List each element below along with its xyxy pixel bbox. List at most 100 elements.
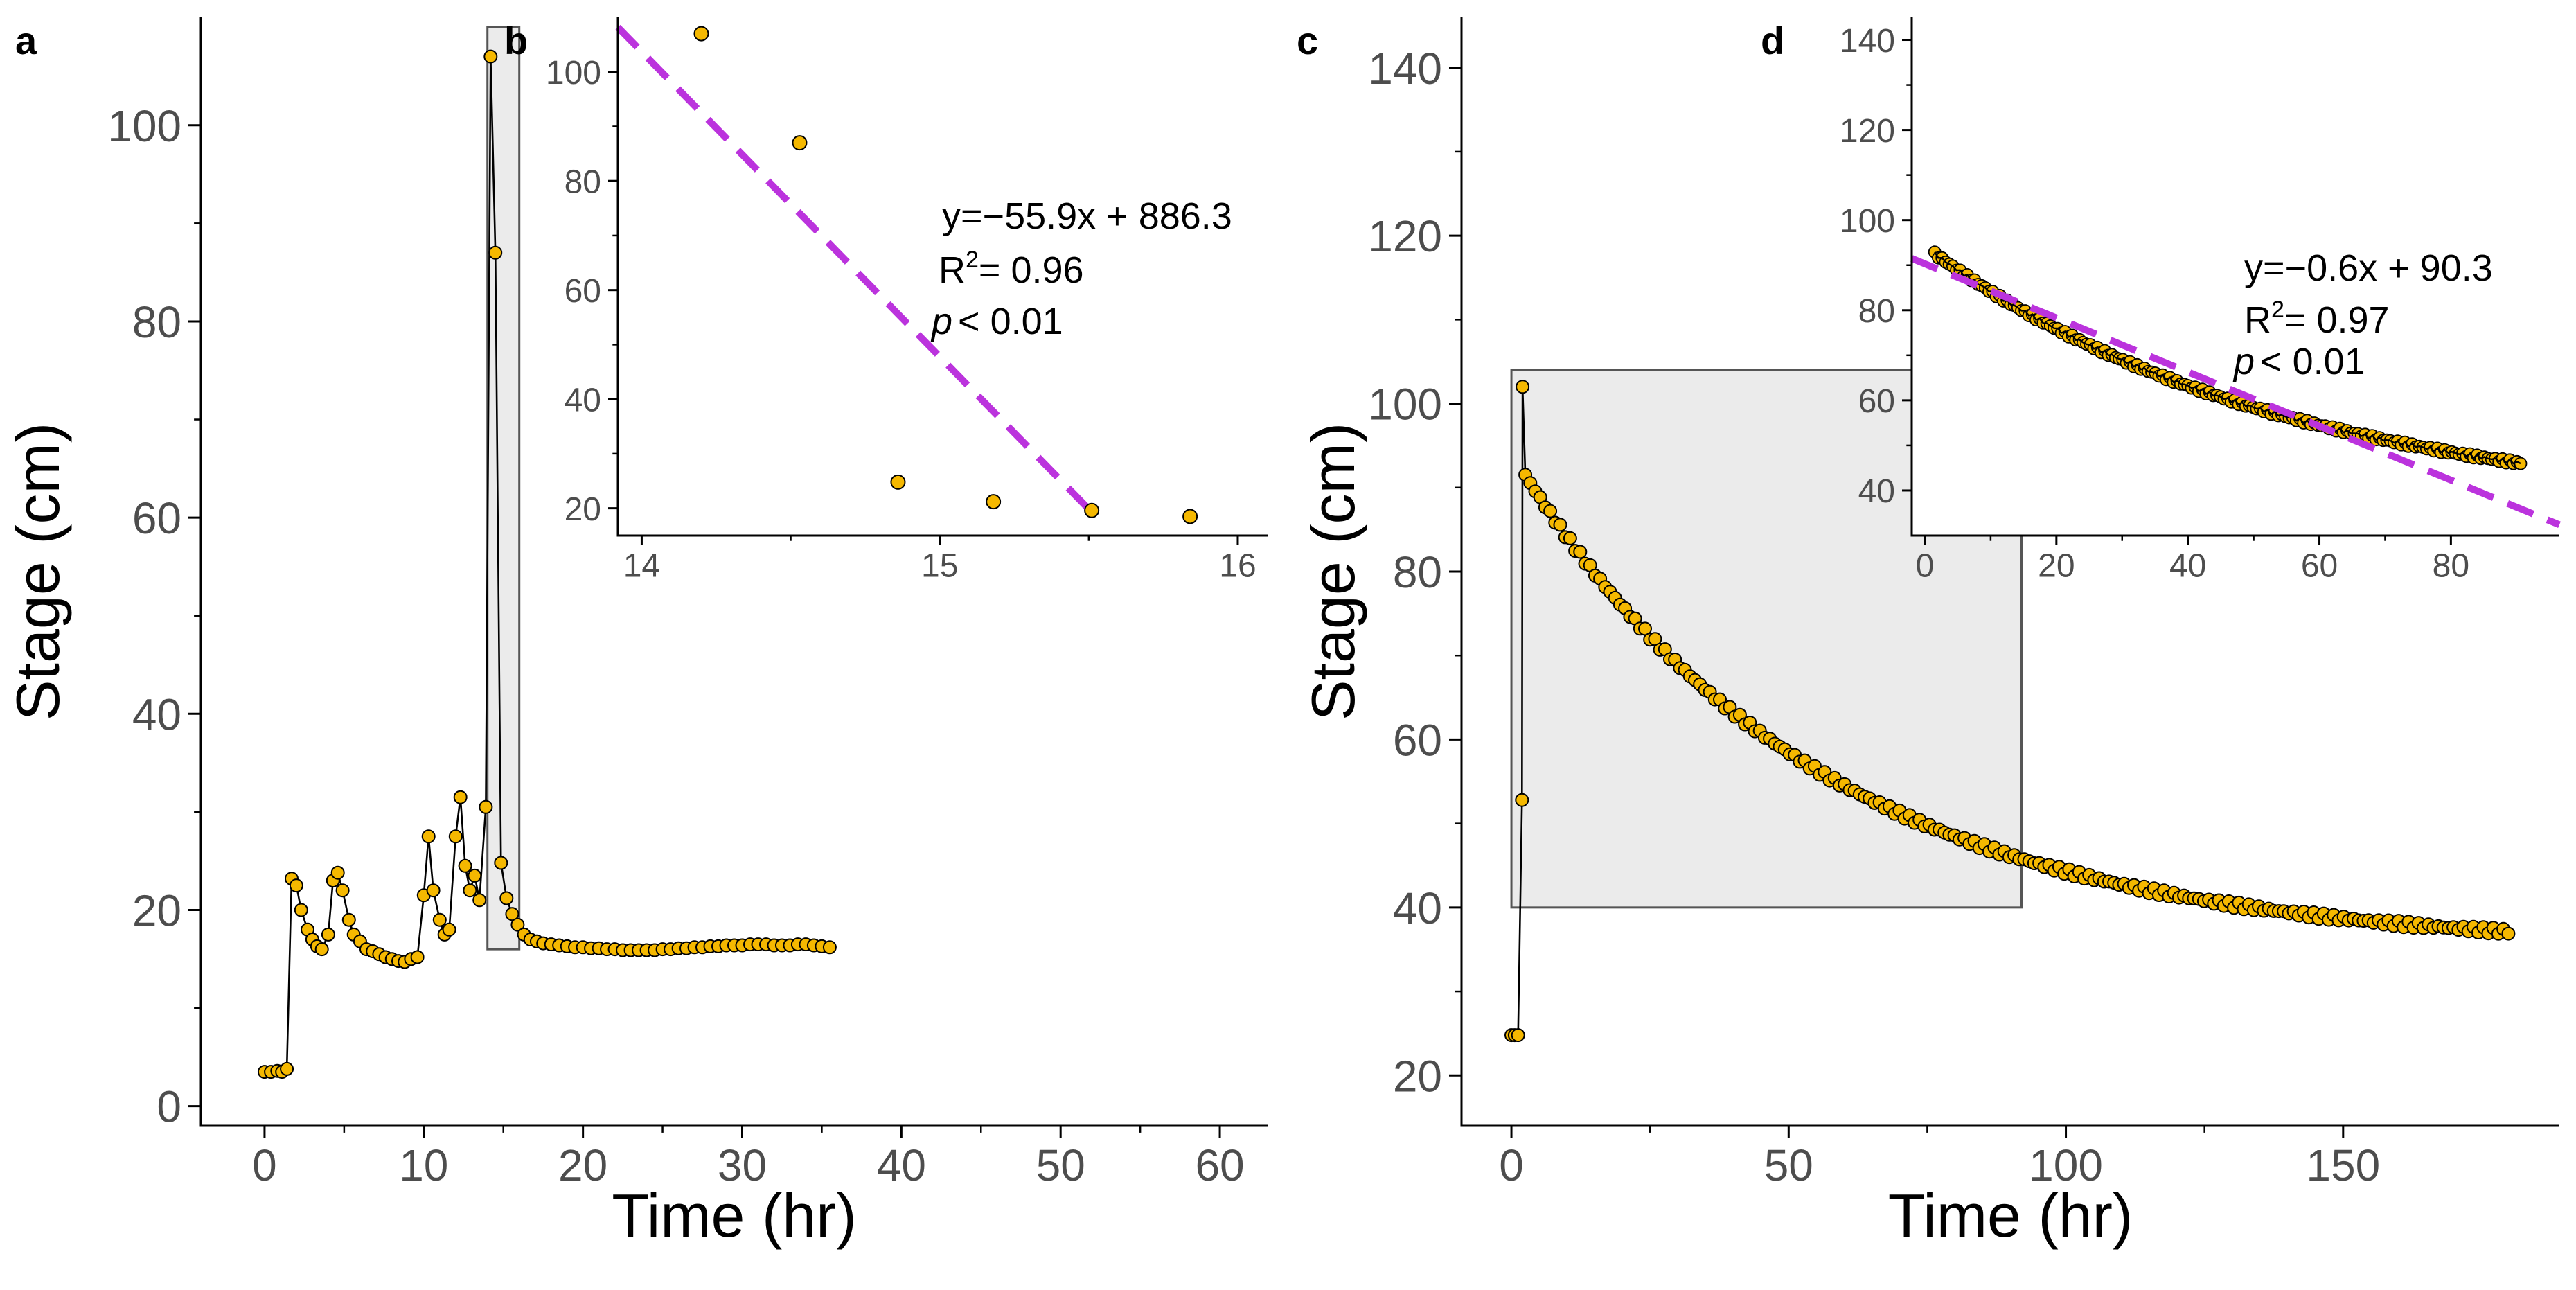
equation-b: y=−55.9x + 886.3 bbox=[942, 195, 1232, 237]
data-point bbox=[453, 790, 468, 804]
axes-b: 14 15 16 20 40 60 80 100 bbox=[546, 17, 1268, 585]
data-point bbox=[1516, 380, 1530, 394]
panel-tag-d: d bbox=[1761, 19, 1784, 62]
data-point bbox=[463, 883, 477, 898]
x-tick-label-d: 40 bbox=[2169, 548, 2206, 585]
x-tick-label-b: 14 bbox=[623, 548, 660, 585]
y-tick-label-c: 140 bbox=[1368, 44, 1442, 94]
data-point bbox=[294, 903, 308, 917]
fit-annotation-d: y=−0.6x + 90.3 R2= 0.97 p < 0.01 bbox=[2232, 247, 2493, 382]
equation-d: y=−0.6x + 90.3 bbox=[2244, 247, 2493, 289]
data-point bbox=[432, 912, 447, 927]
data-point bbox=[280, 1061, 294, 1076]
data-point bbox=[335, 883, 350, 898]
data-point bbox=[1553, 518, 1567, 532]
x-tick-label-d: 20 bbox=[2038, 548, 2075, 585]
data-point bbox=[792, 135, 808, 151]
x-tick-label-a: 10 bbox=[399, 1140, 448, 1190]
panel-tag-b: b bbox=[504, 19, 528, 62]
axes-a: 0 10 20 30 40 50 60 0 20 40 60 80 100 Time (hr) Stage … bbox=[3, 17, 1268, 1250]
y-tick-label-b: 20 bbox=[565, 491, 601, 528]
series-line-d bbox=[1934, 251, 2521, 465]
data-point bbox=[890, 474, 906, 490]
series-points-c bbox=[1504, 380, 2516, 1043]
y-tick-label-d: 140 bbox=[1840, 23, 1895, 60]
x-tick-label-a: 0 bbox=[252, 1140, 277, 1190]
series-points-a bbox=[257, 49, 837, 1079]
fit-line-d bbox=[1910, 255, 2561, 529]
data-point bbox=[693, 26, 709, 42]
y-axis-title-a: Stage (cm) bbox=[3, 423, 72, 721]
y-tick-label-d: 40 bbox=[1858, 473, 1895, 510]
data-point bbox=[341, 912, 356, 927]
data-point bbox=[410, 950, 425, 964]
y-tick-label-d: 60 bbox=[1858, 383, 1895, 420]
x-tick-label-a: 50 bbox=[1036, 1140, 1085, 1190]
axes-d: 0 20 40 60 80 40 60 80 100 120 140 bbox=[1840, 17, 2559, 585]
data-point bbox=[1543, 504, 1558, 518]
y-tick-label-a: 80 bbox=[132, 297, 181, 347]
data-point bbox=[472, 893, 487, 908]
data-point bbox=[479, 799, 493, 814]
x-tick-label-a: 40 bbox=[877, 1140, 926, 1190]
data-point bbox=[499, 891, 514, 905]
data-point bbox=[442, 922, 456, 937]
data-point bbox=[426, 883, 441, 898]
x-tick-label-d: 60 bbox=[2301, 548, 2338, 585]
data-point bbox=[510, 917, 525, 932]
x-tick-label-d: 80 bbox=[2433, 548, 2469, 585]
y-tick-label-c: 20 bbox=[1393, 1051, 1442, 1101]
y-tick-label-d: 100 bbox=[1840, 203, 1895, 240]
y-tick-label-b: 100 bbox=[546, 55, 601, 91]
panel-tag-a: a bbox=[15, 19, 37, 62]
p-value-d: p < 0.01 bbox=[2232, 341, 2365, 382]
x-tick-label-d: 0 bbox=[1916, 548, 1935, 585]
y-tick-label-a: 20 bbox=[132, 886, 181, 936]
y-tick-label-b: 80 bbox=[565, 164, 601, 200]
fit-line-b bbox=[615, 24, 1094, 515]
data-point bbox=[822, 940, 837, 955]
data-point bbox=[1182, 509, 1198, 524]
data-point bbox=[468, 868, 482, 883]
x-tick-label-b: 16 bbox=[1219, 548, 1256, 585]
data-point bbox=[458, 858, 472, 873]
series-points-b bbox=[693, 26, 1198, 524]
y-tick-label-d: 80 bbox=[1858, 293, 1895, 330]
y-tick-label-c: 120 bbox=[1368, 211, 1442, 261]
x-tick-label-c: 100 bbox=[2029, 1140, 2103, 1190]
x-axis-title-c: Time (hr) bbox=[1888, 1181, 2133, 1250]
inset-background-b bbox=[618, 17, 1268, 536]
series-layer bbox=[257, 17, 2561, 1079]
axes-c: 0 50 100 150 20 40 60 80 100 120 140 Time (hr) Stage… bbox=[1299, 17, 2559, 1250]
y-tick-label-c: 100 bbox=[1368, 380, 1442, 430]
y-tick-label-d: 120 bbox=[1840, 113, 1895, 150]
x-tick-label-a: 30 bbox=[718, 1140, 767, 1190]
data-point bbox=[986, 494, 1002, 510]
data-point bbox=[1511, 1028, 1525, 1043]
data-point bbox=[494, 856, 508, 870]
y-tick-label-b: 40 bbox=[565, 382, 601, 418]
data-point bbox=[488, 245, 503, 260]
x-tick-label-c: 150 bbox=[2306, 1140, 2380, 1190]
y-tick-label-a: 60 bbox=[132, 493, 181, 543]
x-tick-label-a: 20 bbox=[558, 1140, 607, 1190]
r-squared-b: R2= 0.96 bbox=[939, 247, 1084, 291]
panel-tags: a b c d bbox=[15, 19, 1784, 62]
y-tick-label-c: 40 bbox=[1393, 883, 1442, 933]
data-point bbox=[330, 865, 345, 880]
y-tick-label-b: 60 bbox=[565, 273, 601, 310]
data-point bbox=[1515, 793, 1529, 807]
data-point bbox=[2501, 926, 2516, 941]
data-point bbox=[314, 942, 329, 957]
x-tick-label-c: 0 bbox=[1499, 1140, 1524, 1190]
data-point bbox=[505, 907, 519, 921]
zoom-region-a bbox=[486, 26, 521, 951]
x-tick-label-b: 15 bbox=[921, 548, 958, 585]
x-axis-title-a: Time (hr) bbox=[612, 1181, 857, 1250]
y-tick-label-a: 0 bbox=[157, 1082, 181, 1132]
y-tick-label-a: 40 bbox=[132, 689, 181, 739]
data-point bbox=[483, 49, 498, 64]
panel-tag-c: c bbox=[1297, 19, 1318, 62]
